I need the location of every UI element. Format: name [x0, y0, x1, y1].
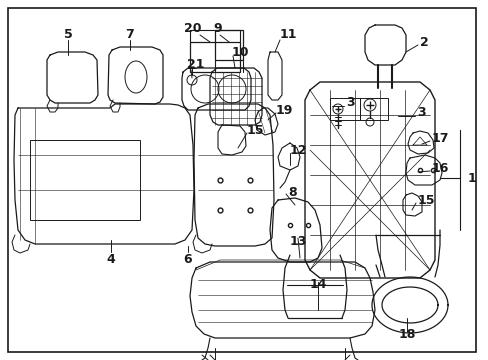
Text: 4: 4	[106, 253, 115, 266]
Bar	[329, 98, 359, 120]
Text: 20: 20	[184, 22, 202, 35]
Bar	[190, 42, 240, 72]
Text: 14: 14	[308, 278, 326, 291]
Text: 11: 11	[280, 28, 297, 41]
Text: 18: 18	[398, 328, 415, 341]
Bar	[359, 98, 387, 120]
Text: 8: 8	[287, 185, 296, 198]
Text: 3: 3	[346, 96, 354, 109]
Text: 12: 12	[289, 144, 307, 157]
Text: 10: 10	[231, 45, 249, 58]
Text: 19: 19	[275, 104, 293, 117]
Bar	[30, 140, 140, 220]
Text: 3: 3	[416, 107, 425, 120]
Text: 6: 6	[183, 253, 192, 266]
Text: 21: 21	[186, 58, 204, 72]
Text: 16: 16	[431, 162, 448, 175]
Text: 1: 1	[467, 171, 476, 184]
Bar	[215, 30, 243, 60]
Text: 17: 17	[431, 131, 448, 144]
Text: 15: 15	[417, 194, 435, 207]
Text: 9: 9	[213, 22, 222, 35]
Text: 2: 2	[419, 36, 428, 49]
Text: 13: 13	[289, 235, 306, 248]
Text: 7: 7	[125, 28, 134, 41]
Text: 15: 15	[246, 123, 264, 136]
Text: 5: 5	[63, 28, 72, 41]
